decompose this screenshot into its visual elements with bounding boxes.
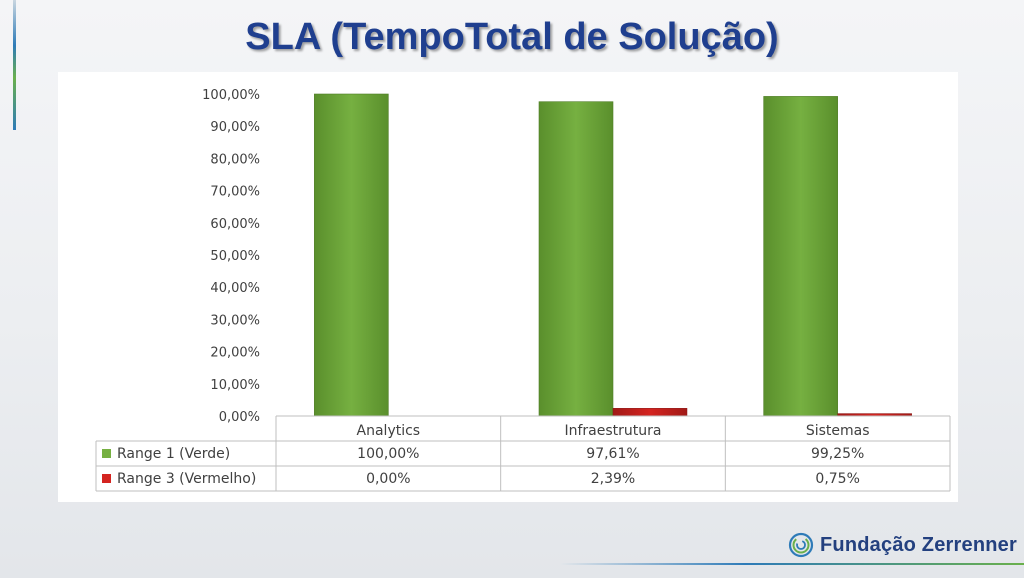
y-tick-label: 20,00% xyxy=(210,346,260,361)
chart-panel: 0,00% 10,00% 20,00% 30,00% 40,00% 50,00% 60,00… xyxy=(58,72,958,502)
data-label: 100,00% xyxy=(357,446,419,462)
y-tick-label: 0,00% xyxy=(219,410,260,425)
y-tick-label: 40,00% xyxy=(210,281,260,296)
legend-entry: Range 1 (Verde) xyxy=(117,446,230,462)
sla-bar-chart: 0,00% 10,00% 20,00% 30,00% 40,00% 50,00% 60,00… xyxy=(95,88,951,492)
legend-swatch xyxy=(102,474,111,483)
data-label: 0,75% xyxy=(815,471,859,487)
bar-range1-analytics xyxy=(314,93,389,417)
slide-title: SLA (TempoTotal de Solução) xyxy=(245,16,779,58)
brand-name: Fundação Zerrenner xyxy=(820,533,1017,556)
y-tick-label: 90,00% xyxy=(210,120,260,135)
data-label: 0,00% xyxy=(366,471,410,487)
y-tick-label: 30,00% xyxy=(210,313,260,328)
x-tick-label: Infraestrutura xyxy=(565,423,662,439)
spiral-logo-icon xyxy=(788,532,814,558)
x-tick-label: Sistemas xyxy=(806,423,870,439)
y-tick-label: 80,00% xyxy=(210,152,260,167)
y-tick-label: 70,00% xyxy=(210,185,260,200)
y-tick-label: 60,00% xyxy=(210,217,260,232)
bar-range1-infraestrutura xyxy=(538,101,614,417)
bar-range1-sistemas xyxy=(763,96,838,417)
brand-logo: Fundação Zerrenner xyxy=(788,531,1017,559)
footer-accent-line xyxy=(560,563,1024,565)
data-label: 2,39% xyxy=(591,471,635,487)
slide-accent-bar xyxy=(13,0,16,130)
y-tick-label: 10,00% xyxy=(210,378,260,393)
x-tick-label: Analytics xyxy=(357,423,421,439)
legend-entry: Range 3 (Vermelho) xyxy=(117,471,256,487)
bar-range3-infraestrutura xyxy=(612,408,688,417)
y-tick-label: 50,00% xyxy=(210,249,260,264)
data-label: 97,61% xyxy=(586,446,639,462)
legend-swatch xyxy=(102,449,111,458)
data-label: 99,25% xyxy=(811,446,864,462)
y-tick-label: 100,00% xyxy=(202,88,260,103)
